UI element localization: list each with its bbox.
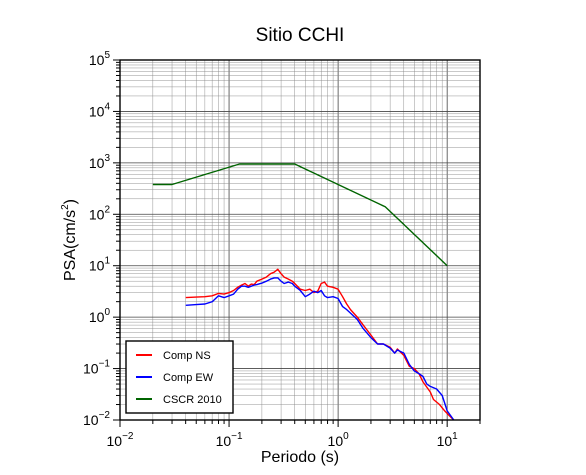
- plot-frame: [119, 59, 481, 421]
- series-line-comp-ew: [185, 277, 455, 421]
- y-tick-label: 104: [89, 101, 111, 119]
- y-tick-label: 102: [89, 204, 111, 222]
- chart-title: Sitio CCHI: [256, 25, 345, 46]
- series-line-cscr-2010: [152, 163, 448, 267]
- y-tick-labels: 10−2 10−1 100 101 102 103 104 105: [83, 50, 110, 428]
- x-tick-labels: 10−2 10−1 100 101: [107, 431, 459, 449]
- legend-label-comp-ns: Comp NS: [163, 350, 211, 362]
- y-tick-label: 10−2: [83, 410, 110, 428]
- x-tick-label: 10−1: [216, 431, 243, 449]
- y-tick-label: 105: [89, 50, 111, 68]
- legend-label-cscr-2010: CSCR 2010: [163, 394, 222, 406]
- x-tick-label: 101: [437, 431, 459, 449]
- y-axis-label-superscript: 2: [60, 204, 71, 210]
- y-tick-label: 103: [89, 153, 111, 171]
- y-tick-label: 100: [89, 307, 111, 325]
- y-axis-label: PSA(cm/s2): [60, 199, 79, 281]
- x-tick-label: 10−2: [107, 431, 134, 449]
- x-tick-label: 100: [328, 431, 350, 449]
- x-axis-label: Periodo (s): [261, 449, 339, 466]
- legend-label-comp-ew: Comp EW: [163, 372, 214, 384]
- y-axis-label-base: PSA(cm/s: [62, 210, 79, 281]
- y-tick-label: 10−1: [83, 359, 110, 377]
- series-line-comp-ns: [185, 268, 455, 421]
- y-axis-label-end: ): [62, 199, 79, 204]
- legend: Comp NS Comp EW CSCR 2010: [125, 340, 234, 414]
- y-tick-label: 101: [89, 256, 111, 274]
- plot-grid: [119, 59, 481, 421]
- series-layer: [152, 163, 455, 421]
